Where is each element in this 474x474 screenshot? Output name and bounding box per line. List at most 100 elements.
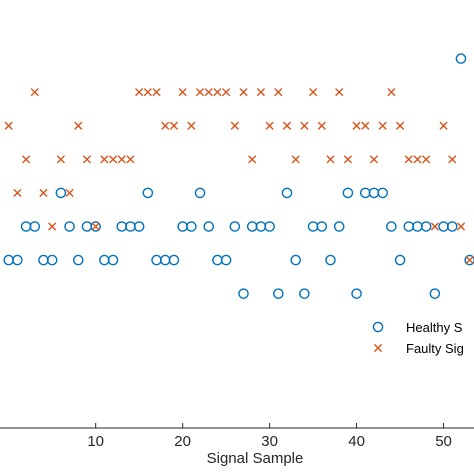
legend-healthy-label: Healthy S [406,320,463,335]
healthy-point [64,221,75,232]
healthy-point [264,221,275,232]
faulty-point [82,155,92,164]
healthy-point [29,221,41,232]
x-tick-label: 20 [174,433,191,450]
healthy-point [107,254,119,266]
faulty-point [117,155,126,164]
healthy-point [55,187,67,199]
healthy-point [455,53,467,64]
faulty-point [230,121,239,130]
faulty-point [30,88,39,97]
faulty-point [248,155,257,164]
faulty-point [74,121,83,130]
healthy-point [116,221,128,232]
healthy-point [177,221,188,232]
healthy-point [46,254,58,266]
faulty-point [91,222,100,231]
healthy-point [12,254,23,266]
faulty-point [265,121,274,130]
healthy-point [342,187,354,199]
healthy-point [299,288,310,299]
healthy-point [203,221,215,232]
faulty-point [21,155,31,164]
faulty-point [317,121,326,130]
healthy-point [212,254,223,266]
faulty-point [100,155,109,164]
faulty-point [422,155,431,164]
healthy-point [316,221,328,232]
healthy-point [403,221,415,232]
faulty-point [126,155,135,164]
faulty-point [404,155,413,164]
faulty-point [430,222,439,231]
healthy-point [133,221,145,232]
faulty-point [169,121,179,130]
faulty-point [187,121,196,130]
healthy-point [394,254,406,266]
healthy-point [307,221,319,232]
healthy-point [81,221,93,232]
healthy-point [359,187,371,199]
faulty-point [4,121,13,130]
legend-faulty-label: Faulty Sig [406,341,464,356]
faulty-point [135,88,144,97]
faulty-point [143,88,152,97]
faulty-point [195,88,205,97]
faulty-point [39,188,48,198]
faulty-point [48,222,57,231]
faulty-point [178,88,187,97]
faulty-point [161,121,170,130]
healthy-point [99,254,110,266]
healthy-point [90,221,101,232]
healthy-point [20,221,32,232]
faulty-point [213,88,222,97]
faulty-point [326,155,335,164]
faulty-point [222,88,231,97]
healthy-point [194,187,206,199]
healthy-point [255,221,267,232]
healthy-point [464,254,474,266]
plot-area [3,53,474,299]
healthy-point [325,254,336,266]
faulty-point [300,121,309,130]
healthy-point [125,221,136,232]
faulty-point [56,155,65,164]
faulty-point [448,155,457,164]
faulty-point [274,88,283,97]
healthy-point [72,254,84,266]
faulty-point [378,121,387,130]
x-axis-title: Signal Sample [207,450,304,467]
healthy-point [273,288,284,299]
healthy-point [151,254,162,266]
faulty-point [309,88,318,97]
healthy-point [281,187,293,199]
faulty-point [343,155,352,164]
faulty-point [387,88,396,97]
faulty-point [282,121,292,130]
faulty-point [456,222,466,231]
healthy-point [420,221,432,232]
faulty-point [291,155,300,164]
healthy-point [238,288,249,299]
healthy-point [377,187,388,199]
faulty-point [361,121,370,130]
faulty-point [352,121,361,130]
faulty-point [13,188,22,198]
healthy-point [168,254,180,266]
x-tick-label: 30 [261,433,278,450]
faulty-point [108,155,118,164]
healthy-point [438,221,449,232]
healthy-point [429,288,441,299]
healthy-point [333,221,345,232]
healthy-point [412,221,423,232]
faulty-point [439,121,448,130]
x-tick-label: 50 [435,433,452,450]
faulty-point [256,88,266,97]
faulty-point [65,188,74,198]
healthy-point [38,254,49,266]
healthy-point [159,254,171,266]
healthy-point [368,187,380,199]
faulty-point [395,121,405,130]
faulty-point [465,255,474,265]
